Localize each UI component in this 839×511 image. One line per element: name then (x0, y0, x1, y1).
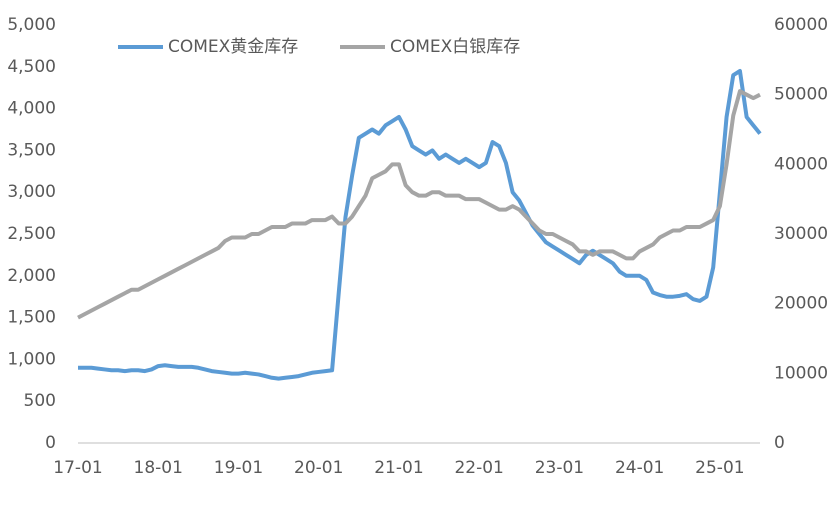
y-tick-label: 1,500 (7, 308, 56, 328)
x-tick-label: 17-01 (53, 458, 102, 478)
x-tick-label: 18-01 (134, 458, 183, 478)
y2-tick-label: 40000 (774, 154, 828, 174)
y-tick-label: 500 (24, 391, 56, 411)
y-tick-label: 4,500 (7, 57, 56, 77)
x-tick-label: 23-01 (535, 458, 584, 478)
y2-tick-label: 60000 (774, 15, 828, 35)
series-line (77, 89, 761, 320)
y-tick-label: 0 (45, 433, 56, 453)
y2-tick-label: 0 (774, 433, 785, 453)
y-tick-label: 2,000 (7, 266, 56, 286)
x-tick-label: 24-01 (615, 458, 664, 478)
y-tick-label: 2,500 (7, 224, 56, 244)
legend-label: COMEX白银库存 (390, 37, 520, 57)
x-tick-label: 20-01 (294, 458, 343, 478)
y2-tick-label: 50000 (774, 85, 828, 105)
y-tick-label: 3,500 (7, 140, 56, 160)
legend-label: COMEX黄金库存 (168, 37, 298, 57)
x-tick-label: 19-01 (214, 458, 263, 478)
y-tick-label: 5,000 (7, 15, 56, 35)
series-line (78, 68, 762, 381)
y-tick-label: 4,000 (7, 99, 56, 119)
x-tick-label: 21-01 (374, 458, 423, 478)
y2-tick-label: 20000 (774, 294, 828, 314)
y-tick-label: 3,000 (7, 182, 56, 202)
x-tick-label: 25-01 (695, 458, 744, 478)
y-tick-label: 1,000 (7, 349, 56, 369)
y2-tick-label: 30000 (774, 224, 828, 244)
y2-tick-label: 10000 (774, 363, 828, 383)
x-tick-label: 22-01 (454, 458, 503, 478)
